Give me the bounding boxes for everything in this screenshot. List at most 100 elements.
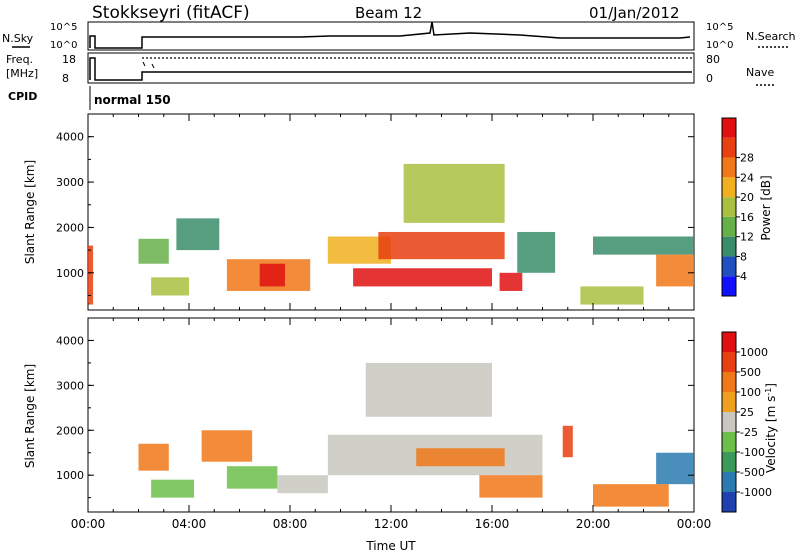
power-region (259, 263, 285, 287)
power-region (656, 254, 694, 287)
velocity-colorbar-swatch (722, 352, 736, 372)
velocity-colorbar-swatch (722, 392, 736, 412)
velocity-xtick-label: 00:00 (677, 517, 712, 531)
velocity-ytick-label: 4000 (56, 334, 84, 347)
power-region (176, 218, 220, 251)
velocity-colorbar-tick-label: 1000 (740, 346, 768, 359)
power-y-axis: 1000 2000 3000 4000 (56, 131, 694, 296)
velocity-ylabel: Slant Range [km] (23, 364, 37, 468)
power-colorbar-swatch (722, 157, 736, 178)
velocity-region (138, 443, 169, 471)
freq-frame (87, 52, 695, 84)
nsky-frame (87, 21, 695, 51)
station-title: Stokkseyri (fitACF) (92, 3, 250, 23)
nsearch-tick-bottom: 10^0 (706, 40, 733, 51)
power-ytick-label: 1000 (56, 267, 84, 280)
velocity-ytick-label: 2000 (56, 424, 84, 437)
freq-tick-top: 18 (62, 53, 76, 66)
velocity-colorbar-swatch (722, 332, 736, 352)
power-region (88, 245, 94, 305)
power-colorbar-swatch (722, 197, 736, 217)
velocity-region (656, 452, 694, 485)
velocity-xtick-label: 12:00 (374, 517, 409, 531)
nsearch-tick-top: 10^5 (706, 22, 733, 33)
power-colorbar-frame (721, 117, 737, 297)
power-colorbar-tick-label: 16 (740, 211, 754, 224)
velocity-colorbar-tick-label: -25 (740, 426, 758, 439)
power-ytick-label: 3000 (56, 176, 84, 189)
velocity-xtick-label: 04:00 (172, 517, 207, 531)
velocity-xtick-label: 20:00 (576, 517, 611, 531)
cpid-label: CPID (8, 90, 37, 103)
freq-trace (89, 57, 692, 81)
power-colorbar-tick-label: 20 (740, 191, 754, 204)
velocity-region (226, 466, 278, 489)
power-region (403, 163, 505, 223)
power-region (580, 286, 644, 305)
power-colorbar-swatch (722, 118, 736, 138)
power-ylabel: Slant Range [km] (23, 160, 37, 264)
velocity-colorbar-tick-label: 100 (740, 386, 761, 399)
power-region (517, 231, 556, 273)
velocity-colorbar-swatch (722, 472, 736, 492)
power-colorbar-swatch (722, 236, 736, 257)
velocity-region (277, 475, 328, 494)
velocity-colorbar-tick-label: -500 (740, 466, 765, 479)
velocity-y-axis: 1000 2000 3000 4000 (56, 334, 694, 499)
velocity-xtick-label: 00:00 (71, 517, 106, 531)
velocity-colorbar-swatch (722, 452, 736, 472)
freq-label-2: [MHz] (6, 67, 38, 80)
nsky-tick-top: 10^5 (50, 22, 77, 33)
power-colorbar-tick-label: 28 (740, 152, 754, 165)
velocity-ytick-label: 3000 (56, 379, 84, 392)
velocity-colorbar-tick-label: -100 (740, 446, 765, 459)
nsearch-label: N.Search (746, 30, 796, 43)
velocity-region (416, 448, 505, 467)
power-colorbar-tick-label: 12 (740, 231, 754, 244)
power-colorbar-swatch (722, 137, 736, 158)
velocity-colorbar-tick-label: 500 (740, 366, 761, 379)
power-colorbar-swatch (722, 177, 736, 198)
power-colorbar-swatch (722, 276, 736, 296)
velocity-colorbar-tick-label: -1000 (740, 486, 772, 499)
velocity-region (593, 484, 669, 507)
power-colorbar-tick-label: 24 (740, 171, 754, 184)
power-data-layer (88, 163, 694, 305)
power-colorbar-tick-label: 4 (740, 270, 747, 283)
nave-label: Nave (746, 66, 774, 79)
power-colorbar: 4 8 12 16 20 24 28 (721, 117, 754, 297)
nsky-label: N.Sky (2, 32, 34, 45)
nave-tick-top: 80 (706, 53, 720, 66)
velocity-colorbar: 1000 500 100 25 -25 -100 -500 -1000 (721, 331, 772, 513)
power-region (499, 272, 523, 291)
nsky-tick-bottom: 10^0 (50, 40, 77, 51)
nsky-trace (89, 21, 691, 49)
power-colorbar-tick-label: 8 (740, 250, 747, 263)
velocity-region (365, 362, 492, 417)
velocity-colorbar-frame (721, 331, 737, 513)
velocity-xtick-label: 08:00 (273, 517, 308, 531)
velocity-region (201, 430, 253, 462)
power-region (138, 238, 169, 264)
velocity-region (479, 475, 543, 498)
velocity-ytick-label: 1000 (56, 469, 84, 482)
velocity-colorbar-swatch (722, 412, 736, 432)
date-title: 01/Jan/2012 (589, 4, 680, 22)
velocity-colorbar-swatch (722, 492, 736, 512)
velocity-xlabel: Time UT (365, 539, 416, 553)
power-x-axis (87, 114, 695, 310)
velocity-colorbar-label: Velocity [m s-1] (764, 383, 778, 473)
velocity-data-layer (138, 362, 694, 507)
freq-tick-bottom: 8 (62, 72, 69, 85)
velocity-colorbar-tick-label: 25 (740, 406, 754, 419)
power-colorbar-swatch (722, 216, 736, 237)
nsky-panel: N.Sky 10^5 10^0 10^5 10^0 N.Search (2, 21, 796, 51)
power-colorbar-swatch (722, 256, 736, 277)
power-region (378, 231, 505, 260)
velocity-region (562, 425, 573, 458)
cpid-value: normal 150 (94, 93, 171, 107)
beam-title: Beam 12 (355, 4, 422, 22)
power-panel: 1000 2000 3000 4000 Slant Range [km] 4 8 12 16… (23, 113, 773, 311)
power-region (593, 236, 694, 255)
